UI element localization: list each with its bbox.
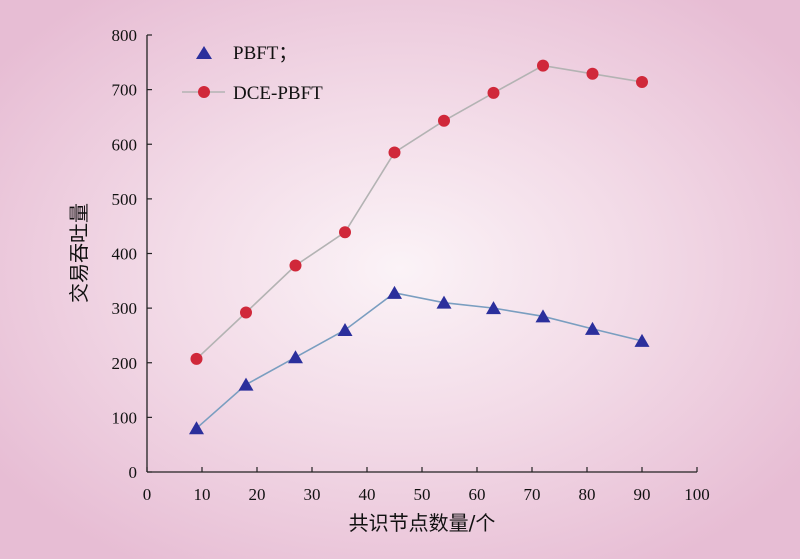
y-tick-label: 600 — [112, 135, 138, 154]
data-point-dce-pbft — [586, 67, 599, 80]
y-ticks: 0 100 200 300 400 500 600 700 800 — [112, 26, 152, 482]
data-point-pbft — [337, 322, 353, 336]
x-tick-label: 20 — [249, 485, 266, 504]
y-tick-label: 700 — [112, 81, 138, 100]
data-point-dce-pbft — [537, 59, 549, 72]
legend-circle-marker — [198, 86, 210, 98]
data-point-dce-pbft — [339, 226, 351, 239]
data-point-pbft — [585, 321, 600, 335]
x-tick-label: 30 — [304, 485, 321, 504]
x-tick-label: 50 — [414, 485, 431, 504]
x-axis-title: 共识节点数量/个 — [349, 511, 496, 535]
data-point-pbft — [387, 285, 402, 299]
data-point-dce-pbft — [240, 306, 252, 319]
data-point-pbft — [535, 309, 551, 323]
y-tick-label: 300 — [112, 299, 138, 318]
data-point-pbft — [634, 333, 650, 347]
legend-label-pbft: PBFT； — [233, 43, 297, 64]
y-tick-label: 400 — [112, 245, 138, 264]
data-point-pbft — [238, 377, 254, 391]
data-point-dce-pbft — [438, 114, 450, 127]
x-tick-label: 100 — [684, 485, 710, 504]
y-tick-label: 800 — [112, 26, 138, 45]
data-point-pbft — [436, 295, 452, 309]
y-tick-label: 500 — [112, 190, 138, 209]
y-tick-label: 0 — [129, 463, 138, 482]
series-line-dce-pbft — [195, 64, 643, 360]
x-tick-label: 90 — [634, 485, 651, 504]
x-tick-label: 10 — [194, 485, 211, 504]
data-point-pbft — [189, 421, 204, 435]
data-point-dce-pbft — [190, 352, 203, 365]
data-point-dce-pbft — [289, 259, 302, 272]
data-point-pbft — [486, 301, 501, 315]
x-tick-label: 60 — [469, 485, 486, 504]
y-tick-label: 200 — [112, 354, 138, 373]
series-line-pbft — [195, 291, 643, 429]
x-tick-label: 80 — [579, 485, 596, 504]
legend-label-dce-pbft: DCE-PBFT — [233, 83, 323, 104]
data-point-dce-pbft — [487, 86, 500, 99]
data-point-dce-pbft — [388, 146, 401, 159]
data-point-dce-pbft — [636, 75, 648, 88]
x-tick-label: 0 — [143, 485, 152, 504]
legend-triangle-marker — [196, 46, 212, 59]
x-tick-label: 40 — [359, 485, 376, 504]
y-axis-title: 交易吞吐量 — [67, 203, 91, 303]
data-point-pbft — [288, 350, 303, 364]
x-ticks: 0 10 20 30 40 50 60 70 80 90 100 — [143, 467, 710, 504]
axes — [146, 35, 697, 473]
series-layer — [189, 59, 650, 435]
y-tick-label: 100 — [112, 408, 138, 427]
x-tick-label: 70 — [524, 485, 541, 504]
legend: PBFT； DCE-PBFT — [182, 43, 323, 104]
